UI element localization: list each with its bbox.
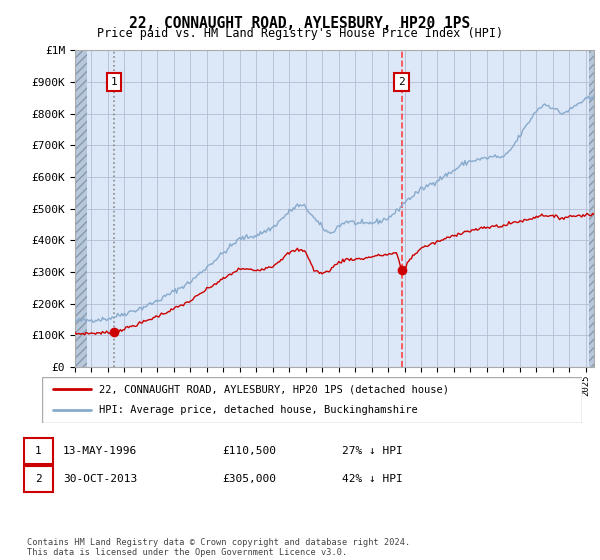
Text: 1: 1 (110, 77, 118, 87)
Text: 42% ↓ HPI: 42% ↓ HPI (342, 474, 403, 484)
Text: 22, CONNAUGHT ROAD, AYLESBURY, HP20 1PS (detached house): 22, CONNAUGHT ROAD, AYLESBURY, HP20 1PS … (98, 384, 449, 394)
Text: Price paid vs. HM Land Registry's House Price Index (HPI): Price paid vs. HM Land Registry's House … (97, 27, 503, 40)
Text: HPI: Average price, detached house, Buckinghamshire: HPI: Average price, detached house, Buck… (98, 405, 418, 416)
Text: 30-OCT-2013: 30-OCT-2013 (63, 474, 137, 484)
Text: £305,000: £305,000 (222, 474, 276, 484)
Text: 2: 2 (398, 77, 405, 87)
Text: 22, CONNAUGHT ROAD, AYLESBURY, HP20 1PS: 22, CONNAUGHT ROAD, AYLESBURY, HP20 1PS (130, 16, 470, 31)
Text: 2: 2 (35, 474, 42, 484)
Text: 1: 1 (35, 446, 42, 456)
Text: £110,500: £110,500 (222, 446, 276, 456)
Text: Contains HM Land Registry data © Crown copyright and database right 2024.
This d: Contains HM Land Registry data © Crown c… (27, 538, 410, 557)
Bar (75, 50, 88, 367)
Text: 13-MAY-1996: 13-MAY-1996 (63, 446, 137, 456)
Text: 27% ↓ HPI: 27% ↓ HPI (342, 446, 403, 456)
Bar (589, 50, 594, 367)
